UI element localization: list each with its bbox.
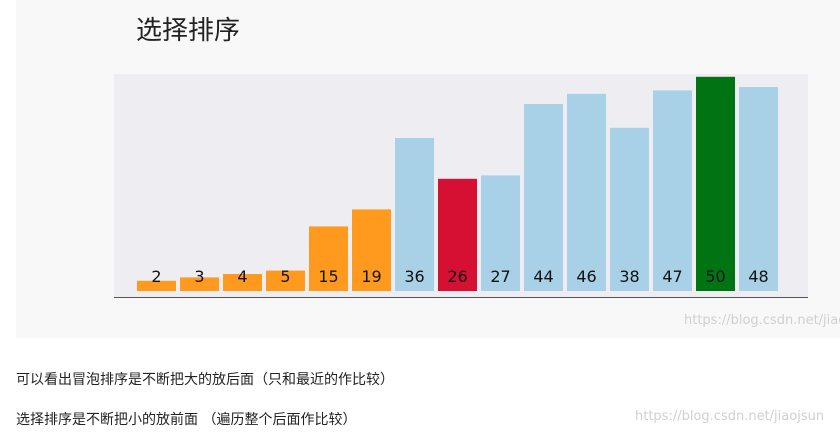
bar-chart: 2 3 4 5 15 19 36 26 27 44 46 38 47 50 48 (137, 76, 778, 292)
bar-label-2: 2 (151, 267, 161, 286)
bar-19 (352, 209, 391, 291)
bar-label-4: 4 (237, 267, 247, 286)
bar-label-47: 47 (662, 267, 682, 286)
bar-2 (137, 280, 176, 291)
bar-26 (438, 178, 477, 291)
bar-3 (180, 277, 219, 291)
bar-label-36: 36 (404, 267, 424, 286)
bar-label-19: 19 (361, 267, 381, 286)
bar-label-38: 38 (619, 267, 639, 286)
bar-label-48: 48 (748, 267, 768, 286)
bar-label-44: 44 (533, 267, 553, 286)
caption-selection-sort: 选择排序是不断把小的放前面 （遍历整个后面作比较） (16, 412, 357, 428)
page-watermark: https://blog.csdn.net/jiaojsun (635, 409, 825, 424)
bar-label-27: 27 (490, 267, 510, 286)
bar-38 (610, 127, 649, 291)
bar-4 (223, 274, 262, 291)
figure-watermark: https://blog.csdn.net/jiaojs (684, 313, 840, 328)
bar-47 (653, 90, 692, 292)
bar-label-50: 50 (705, 267, 725, 286)
chart-title: 选择排序 (136, 16, 241, 46)
bar-label-46: 46 (576, 267, 596, 286)
bar-50 (696, 76, 735, 291)
bar-36 (395, 138, 434, 291)
bar-27 (481, 175, 520, 291)
caption-bubble-sort: 可以看出冒泡排序是不断把大的放后面（只和最近的作比较） (16, 372, 394, 388)
bar-44 (524, 104, 563, 291)
bar-label-5: 5 (280, 267, 290, 286)
bar-15 (309, 226, 348, 291)
bar-5 (266, 270, 305, 291)
bar-label-3: 3 (194, 267, 204, 286)
bar-label-26: 26 (447, 267, 467, 286)
bar-48 (739, 87, 778, 291)
bar-46 (567, 93, 606, 291)
bar-label-15: 15 (318, 267, 338, 286)
chart-baseline (114, 297, 808, 298)
